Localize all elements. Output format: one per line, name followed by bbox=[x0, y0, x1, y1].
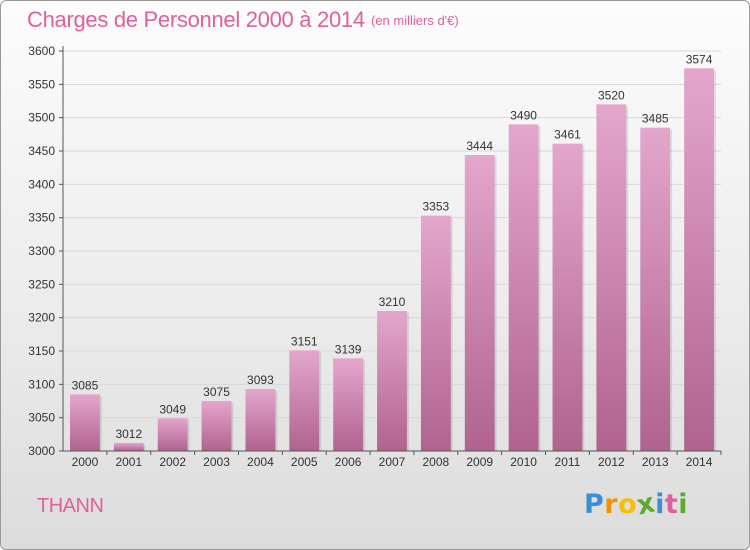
x-tick-label: 2012 bbox=[598, 455, 625, 469]
x-tick-label: 2007 bbox=[379, 455, 406, 469]
logo-letter: o bbox=[618, 489, 638, 520]
data-label: 3210 bbox=[379, 295, 406, 309]
data-label: 3151 bbox=[291, 334, 318, 348]
bar bbox=[552, 143, 583, 451]
y-tick-label: 3000 bbox=[28, 444, 55, 458]
x-tick-label: 2005 bbox=[291, 455, 318, 469]
y-tick-label: 3400 bbox=[28, 177, 55, 191]
data-label: 3520 bbox=[598, 88, 625, 102]
x-tick-label: 2013 bbox=[642, 455, 669, 469]
bar bbox=[289, 350, 320, 451]
bar bbox=[464, 155, 495, 451]
x-tick-label: 2006 bbox=[335, 455, 362, 469]
bar bbox=[596, 104, 627, 451]
bar bbox=[508, 124, 539, 451]
bar bbox=[640, 127, 671, 452]
data-label: 3444 bbox=[466, 139, 493, 153]
bar bbox=[113, 443, 144, 451]
data-label: 3139 bbox=[335, 342, 362, 356]
axes bbox=[59, 46, 722, 455]
bar bbox=[201, 401, 232, 451]
data-label: 3461 bbox=[554, 128, 581, 142]
data-label: 3490 bbox=[510, 108, 537, 122]
x-tick-label: 2010 bbox=[510, 455, 537, 469]
bar bbox=[157, 418, 188, 451]
x-tick-labels: 2000 2001 2002 2003 2004 2005 2006 2007 2008 2009… bbox=[72, 455, 713, 469]
y-tick-label: 3500 bbox=[28, 111, 55, 125]
chart-subtitle: (en milliers d'€) bbox=[371, 13, 459, 28]
x-tick-label: 2000 bbox=[72, 455, 99, 469]
bar bbox=[245, 389, 276, 451]
x-tick-label: 2001 bbox=[115, 455, 142, 469]
y-tick-label: 3100 bbox=[28, 377, 55, 391]
bar bbox=[420, 215, 451, 451]
data-label: 3085 bbox=[72, 378, 99, 392]
y-tick-labels: 3000 3050 3100 3150 3200 3250 3300 3350 3400 3450… bbox=[28, 44, 55, 458]
y-tick-label: 3350 bbox=[28, 211, 55, 225]
data-label: 3574 bbox=[686, 52, 713, 66]
chart-title: Charges de Personnel 2000 à 2014 bbox=[27, 7, 365, 32]
logo-letter: r bbox=[604, 489, 619, 520]
logo-letter: i bbox=[655, 489, 665, 520]
data-label: 3012 bbox=[115, 427, 142, 441]
x-tick-label: 2002 bbox=[159, 455, 186, 469]
bar bbox=[377, 311, 407, 451]
data-label: 3353 bbox=[423, 200, 450, 214]
logo-letter: t bbox=[664, 489, 679, 520]
y-tick-label: 3450 bbox=[28, 144, 55, 158]
x-tick-label: 2008 bbox=[423, 455, 450, 469]
data-label: 3075 bbox=[203, 385, 230, 399]
bar bbox=[333, 358, 364, 451]
data-label: 3093 bbox=[247, 373, 274, 387]
y-tick-label: 3300 bbox=[28, 244, 55, 258]
x-tick-label: 2014 bbox=[686, 455, 713, 469]
y-tick-label: 3150 bbox=[28, 344, 55, 358]
x-tick-label: 2009 bbox=[466, 455, 493, 469]
data-label: 3049 bbox=[159, 402, 186, 416]
proxiti-logo: Proxiti bbox=[584, 487, 689, 521]
data-label: 3485 bbox=[642, 112, 669, 126]
y-tick-label: 3250 bbox=[28, 277, 55, 291]
y-tick-label: 3550 bbox=[28, 77, 55, 91]
x-tick-label: 2003 bbox=[203, 455, 230, 469]
logo-letter: i bbox=[678, 489, 689, 520]
x-tick-label: 2004 bbox=[247, 455, 274, 469]
logo-letter: P bbox=[584, 489, 605, 520]
y-tick-label: 3050 bbox=[28, 411, 55, 425]
bar bbox=[684, 68, 714, 451]
x-tick-label: 2011 bbox=[555, 455, 581, 469]
bar bbox=[70, 394, 100, 451]
data-labels: 3085 3012 3049 3075 3093 3151 3139 3210 3353 3444… bbox=[72, 52, 713, 441]
y-tick-label: 3600 bbox=[28, 44, 55, 58]
place-name: THANN bbox=[37, 495, 104, 517]
bars bbox=[70, 68, 716, 452]
y-tick-label: 3200 bbox=[28, 311, 55, 325]
